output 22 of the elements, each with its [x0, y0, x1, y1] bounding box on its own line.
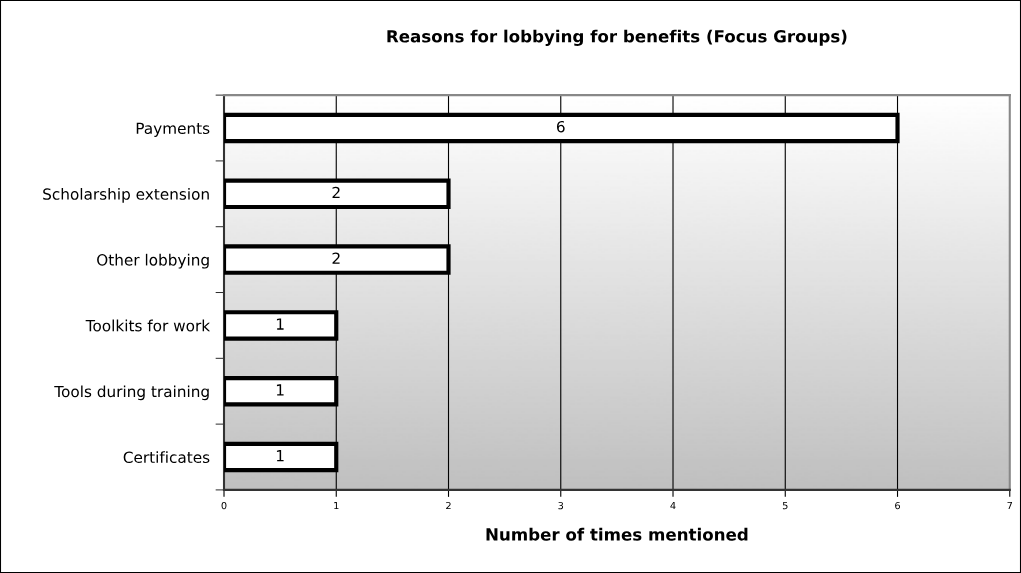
- data-label: 1: [276, 318, 284, 330]
- y-tick-label: Other lobbying: [97, 253, 209, 269]
- x-tick-label: 6: [895, 501, 900, 510]
- x-tick-label: 7: [1007, 502, 1013, 510]
- y-tick-label: Toolkits for work: [85, 319, 211, 332]
- x-tick-label: 5: [782, 502, 788, 510]
- y-tick-label: Payments: [136, 122, 210, 137]
- data-label: 1: [276, 384, 284, 396]
- data-label: 6: [556, 120, 565, 133]
- y-tick-label: Tools during training: [54, 385, 209, 401]
- data-label: 2: [332, 186, 340, 199]
- y-tick-label: Scholarship extension: [43, 188, 209, 203]
- data-label: 1: [276, 450, 284, 462]
- chart-title: Reasons for lobbying for benefits (Focus Groups): [387, 29, 847, 46]
- data-label: 2: [332, 252, 340, 264]
- x-axis-title: Number of times mentioned: [486, 527, 748, 541]
- x-tick-label: 4: [670, 502, 676, 510]
- x-tick-label: 2: [446, 501, 451, 510]
- x-tick-label: 1: [334, 502, 339, 510]
- y-tick-label: Certificates: [123, 451, 210, 464]
- x-tick-label: 3: [558, 501, 564, 510]
- x-tick-label: 0: [221, 501, 227, 510]
